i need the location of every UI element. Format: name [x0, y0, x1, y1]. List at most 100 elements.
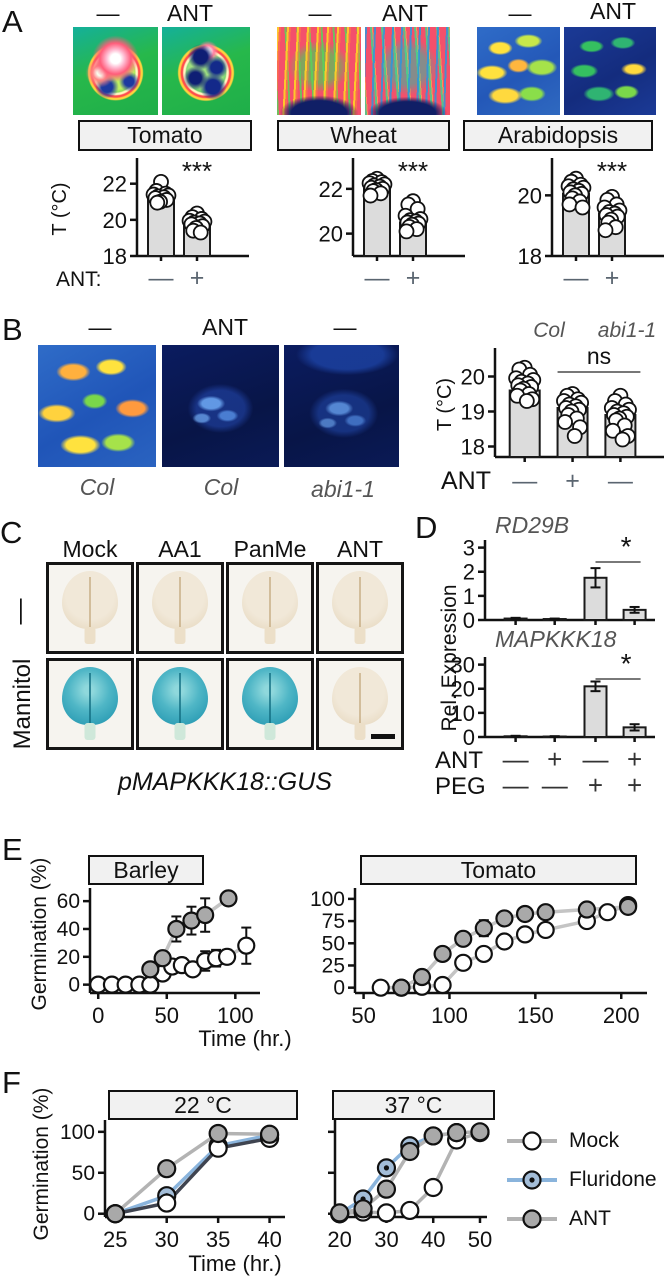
column-header-panme: PanMe: [233, 536, 307, 562]
panel-b: B — ANT — Col Col abi1-1 18 19 20 — + — ANT T (…: [0, 312, 664, 512]
svg-text:—: —: [542, 770, 568, 800]
panel-c: C Mock AA1 PanMe ANT — Mannitol pMAPKKK1…: [0, 512, 420, 822]
gus-leaf-cell: [136, 658, 224, 750]
treatment-ant-label: ANT: [202, 314, 248, 340]
treatment-minus-label: —: [508, 0, 532, 26]
legend-marker-icon: [507, 1130, 557, 1151]
svg-text:—: —: [583, 744, 609, 774]
title-box-37c: 37 °C: [332, 1090, 495, 1120]
svg-text:75: 75: [322, 910, 345, 933]
svg-text:100: 100: [431, 1003, 468, 1028]
svg-text:20: 20: [103, 208, 127, 233]
svg-text:—: —: [503, 744, 529, 774]
panel-c-label: C: [0, 515, 23, 550]
svg-text:40: 40: [257, 1227, 281, 1252]
gus-leaf-cell: [316, 562, 404, 654]
panel-a-group-tomato: — ANT Tomato 18 20 22 — + ANT: T (°C) ***: [49, 0, 252, 300]
thermal-image-col-control: [38, 345, 156, 467]
svg-text:0: 0: [83, 1203, 95, 1226]
svg-text:20: 20: [327, 1227, 351, 1252]
treatment-minus-label: —: [308, 0, 332, 26]
svg-text:50: 50: [351, 1003, 375, 1028]
treatment-minus-label: —: [96, 0, 120, 26]
thermal-image-col-ant: [162, 345, 279, 467]
svg-text:18: 18: [518, 244, 542, 269]
svg-text:ns: ns: [587, 343, 611, 369]
legend: Mock Fluridone ANT: [505, 1121, 660, 1238]
thermal-image-tomato-ant: [162, 27, 250, 115]
scale-bar: [371, 734, 395, 739]
arabidopsis-temperature-chart: 18 20 — + ***: [518, 156, 664, 292]
genotype-label-col: Col: [79, 474, 115, 500]
genotype-label-abi1-1: abi1-1: [311, 476, 375, 502]
svg-text:19: 19: [461, 400, 485, 425]
svg-text:T (°C): T (°C): [49, 182, 71, 235]
gus-grid: [46, 562, 404, 752]
svg-text:18: 18: [103, 244, 127, 269]
svg-text:+: +: [588, 770, 603, 800]
svg-text:ANT: ANT: [441, 467, 491, 495]
svg-text:+: +: [190, 264, 205, 292]
chart-title: Tomato: [460, 856, 537, 883]
gene-title-mapkkk18: MAPKKK18: [495, 626, 617, 652]
svg-text:40: 40: [421, 1227, 445, 1252]
genotype-label-col: Col: [203, 474, 239, 500]
svg-text:50: 50: [322, 932, 345, 955]
svg-text:3: 3: [463, 536, 475, 561]
svg-text:—: —: [365, 264, 390, 292]
svg-text:25: 25: [103, 1227, 127, 1252]
chart-title: 37 °C: [384, 1091, 443, 1118]
panel-a-group-arabidopsis: — ANT Arabidopsis 18 20 — + ***: [463, 0, 664, 300]
svg-text:20: 20: [57, 946, 80, 969]
column-header-aa1: AA1: [158, 536, 202, 562]
svg-text:100: 100: [60, 1121, 95, 1144]
svg-text:30: 30: [451, 653, 475, 678]
wheat-temperature-chart: 20 22 — + ***: [319, 156, 465, 292]
barley-germination-chart: 0 20 40 60 0 50 100: [57, 888, 260, 1028]
svg-text:abi1-1: abi1-1: [598, 319, 656, 342]
legend-item-fluridone: Fluridone: [505, 1160, 660, 1199]
svg-text:200: 200: [603, 1003, 640, 1028]
svg-text:Col: Col: [533, 319, 566, 342]
legend-label: ANT: [569, 1206, 611, 1230]
leaf-image-blue: [62, 667, 118, 725]
species-label-box-wheat: Wheat: [277, 120, 450, 151]
svg-text:30: 30: [154, 1227, 178, 1252]
svg-text:+: +: [547, 744, 562, 774]
panel-e-label: E: [2, 832, 23, 867]
chart-title: 22 °C: [174, 1091, 232, 1118]
svg-text:*: *: [621, 531, 632, 562]
panel-b-label: B: [2, 312, 23, 347]
svg-text:+: +: [406, 264, 421, 292]
treatment-ant-label: ANT: [167, 0, 213, 26]
gus-caption: pMAPKKK18::GUS: [118, 768, 332, 796]
gus-leaf-cell: [46, 562, 134, 654]
svg-text:ANT: ANT: [435, 747, 483, 774]
svg-text:100: 100: [217, 1003, 254, 1028]
leaf-image-pale: [332, 667, 388, 725]
svg-text:20: 20: [319, 222, 343, 247]
column-header-ant: ANT: [337, 536, 383, 562]
row-label-control: —: [8, 598, 39, 625]
title-box-tomato: Tomato: [360, 855, 637, 885]
svg-text:*: *: [621, 648, 632, 679]
svg-text:—: —: [503, 770, 529, 800]
treatment-ant-label: ANT: [590, 0, 636, 24]
leaf-temperature-chart: 18 19 20 — + — ANT T (°C) Col abi1-1ns: [434, 319, 664, 495]
panel-d: D Rel. Expression RD29B 0 1 2 3 * MAPKKK18 0…: [415, 510, 664, 830]
legend-item-mock: Mock: [505, 1121, 660, 1160]
panel-e: E Germination (%) 0 20 40 60 0 50 100 Barley 0…: [0, 830, 664, 1065]
svg-text:2: 2: [463, 560, 475, 585]
svg-text:0: 0: [333, 977, 345, 1000]
svg-text:+: +: [627, 744, 642, 774]
treatment-minus-label: —: [333, 314, 357, 340]
gus-leaf-cell: [316, 658, 404, 750]
species-label-box-arabidopsis: Arabidopsis: [463, 120, 653, 151]
thermal-image-arabidopsis-ant: [564, 27, 656, 115]
treatment-minus-label: —: [88, 314, 112, 340]
svg-text:0: 0: [463, 608, 475, 633]
svg-text:ANT:: ANT:: [56, 268, 102, 291]
panel-f: F Germination (%) 0 50 100 25 30 35 40 22 °C 2…: [0, 1065, 664, 1280]
